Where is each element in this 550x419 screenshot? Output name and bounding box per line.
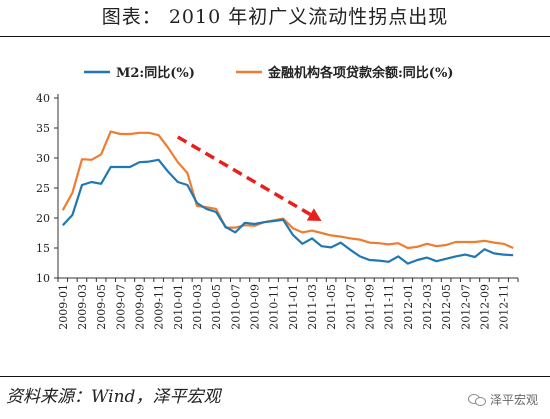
- x-tick-label: 2009-03: [76, 284, 89, 330]
- y-tick-label: 20: [36, 212, 50, 225]
- x-tick-label: 2009-05: [95, 284, 108, 330]
- trend-arrow-head: [306, 208, 322, 221]
- x-tick-label: 2010-07: [229, 284, 242, 330]
- legend-label-0: M2:同比(%): [116, 65, 195, 81]
- x-tick-label: 2012-05: [440, 284, 453, 330]
- y-tick-label: 15: [36, 242, 50, 255]
- x-tick-label: 2011-09: [363, 284, 376, 330]
- x-tick-label: 2009-09: [133, 284, 146, 330]
- x-tick-label: 2012-09: [478, 284, 491, 330]
- source-rule: [0, 376, 550, 377]
- series-line-1: [61, 130, 514, 250]
- line-chart: 10 15 20 25 30 35 40 2009-01 2009-03 2009-05 2009-…: [36, 65, 519, 330]
- series-line-0: [61, 158, 514, 265]
- x-tick-label: 2012-11: [498, 284, 511, 330]
- x-tick-label: 2011-07: [344, 284, 357, 330]
- x-tick-label: 2010-05: [210, 284, 223, 330]
- x-tick-label: 2012-03: [421, 284, 434, 330]
- y-tick-label: 25: [36, 182, 50, 195]
- title-rule: [0, 36, 550, 37]
- x-tick-label: 2011-01: [287, 284, 300, 330]
- y-tick-label: 40: [36, 92, 50, 105]
- x-tick-label: 2010-09: [248, 284, 261, 330]
- y-tick-label: 10: [36, 272, 50, 285]
- trend-arrow-line: [176, 135, 312, 216]
- x-tick-label: 2011-03: [306, 284, 319, 330]
- y-tick-label: 35: [36, 122, 50, 135]
- page-title: 图表： 2010 年初广义流动性拐点出现: [101, 6, 449, 28]
- y-tick-label: 30: [36, 152, 50, 165]
- x-tick-label: 2010-01: [172, 284, 185, 330]
- watermark: 泽平宏观: [467, 388, 538, 410]
- x-tick-label: 2011-05: [325, 284, 338, 330]
- x-tick-label: 2012-01: [402, 284, 415, 330]
- wechat-icon: [467, 392, 486, 406]
- x-tick-label: 2012-07: [459, 284, 472, 330]
- watermark-text: 泽平宏观: [489, 392, 538, 407]
- x-tick-label: 2009-11: [153, 284, 166, 330]
- x-tick-label: 2010-03: [191, 284, 204, 330]
- x-tick-label: 2010-11: [268, 284, 281, 330]
- x-tick-label: 2009-01: [57, 284, 70, 330]
- source-note: 资料来源：Wind，泽平宏观: [6, 387, 221, 407]
- x-tick-label: 2009-07: [114, 284, 127, 330]
- x-tick-label: 2011-11: [383, 284, 396, 330]
- legend-label-1: 金融机构各项贷款余额:同比(%): [267, 65, 453, 81]
